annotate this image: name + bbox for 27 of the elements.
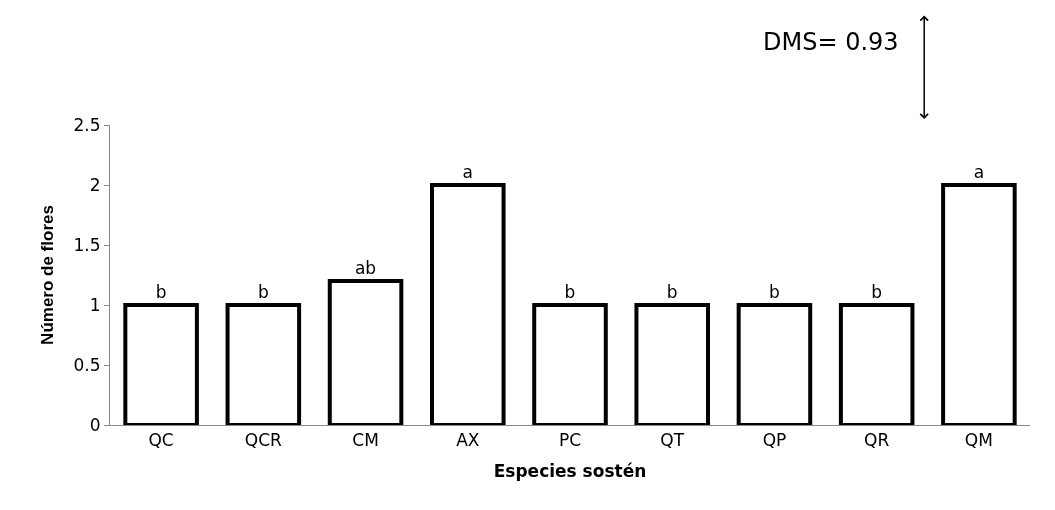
y-axis-title: Número de flores bbox=[38, 205, 58, 345]
y-tick-label: 0 bbox=[89, 414, 101, 435]
data-label: ab bbox=[354, 258, 377, 278]
x-tick-label: CM bbox=[352, 430, 379, 451]
y-tick-label: 1.5 bbox=[73, 234, 101, 255]
y-tick-label: 2.5 bbox=[73, 114, 101, 135]
x-tick-label: QC bbox=[148, 430, 174, 451]
data-label: b bbox=[666, 282, 678, 302]
x-tick-label: QT bbox=[660, 430, 685, 451]
y-tick-label: 0.5 bbox=[73, 354, 101, 375]
data-label: b bbox=[257, 282, 269, 302]
data-label: b bbox=[769, 282, 780, 302]
data-label: a bbox=[973, 162, 985, 182]
data-label: b bbox=[564, 282, 576, 302]
x-tick-label: AX bbox=[456, 430, 480, 451]
x-tick-label: PC bbox=[558, 430, 582, 451]
text: DMS= 0.93 bbox=[763, 28, 899, 56]
x-tick-label: QCR bbox=[244, 430, 283, 451]
data-label: b bbox=[155, 282, 167, 302]
x-tick-label: QP bbox=[762, 430, 787, 451]
data-label: b bbox=[871, 282, 883, 302]
y-tick-label: 1 bbox=[89, 294, 101, 315]
x-tick-label: QR bbox=[864, 430, 890, 451]
x-tick-label: QM bbox=[964, 430, 993, 451]
x-axis-title: Especies sostén bbox=[493, 460, 647, 481]
data-label: a bbox=[462, 162, 473, 182]
y-tick-label: 2 bbox=[89, 174, 101, 195]
